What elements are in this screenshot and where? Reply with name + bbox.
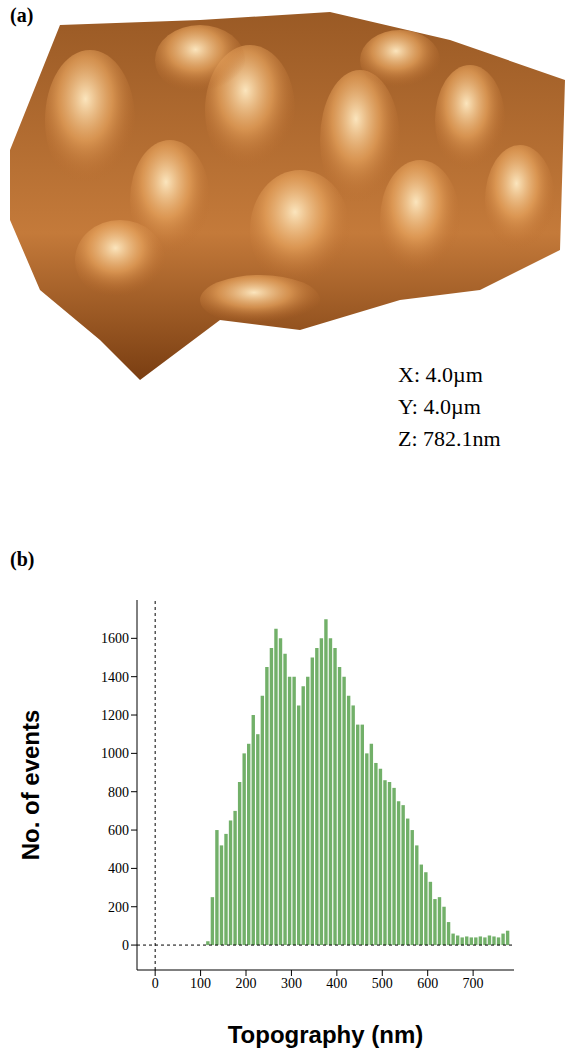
html-text:(b): (b)	[10, 548, 35, 570]
svg-text:1400: 1400	[101, 670, 129, 685]
svg-text:200: 200	[236, 976, 257, 991]
svg-text:200: 200	[108, 900, 129, 915]
svg-text:800: 800	[108, 785, 129, 800]
svg-text:300: 300	[281, 976, 302, 991]
svg-text:1200: 1200	[101, 708, 129, 723]
svg-text:0: 0	[122, 938, 129, 953]
html-text:Z: 782.1nm: Z: 782.1nm	[398, 426, 501, 451]
svg-text:500: 500	[372, 976, 393, 991]
svg-text:1600: 1600	[101, 631, 129, 646]
svg-text:700: 700	[463, 976, 484, 991]
html-text:Y: 4.0µm: Y: 4.0µm	[398, 394, 481, 419]
svg-text:No. of events: No. of events	[17, 710, 44, 861]
svg-text:600: 600	[417, 976, 438, 991]
svg-text:400: 400	[108, 861, 129, 876]
svg-text:0: 0	[152, 976, 159, 991]
svg-text:400: 400	[326, 976, 347, 991]
html-text:X: 4.0µm: X: 4.0µm	[398, 362, 483, 387]
html-text:(a): (a)	[10, 4, 34, 26]
svg-text:600: 600	[108, 823, 129, 838]
svg-text:100: 100	[190, 976, 211, 991]
svg-text:Topography (nm): Topography (nm)	[228, 1021, 424, 1048]
svg-text:1000: 1000	[101, 746, 129, 761]
